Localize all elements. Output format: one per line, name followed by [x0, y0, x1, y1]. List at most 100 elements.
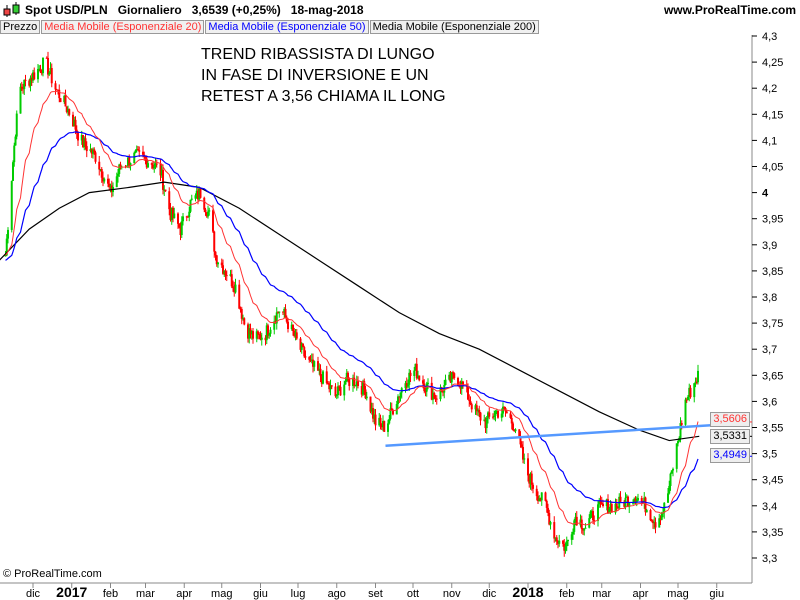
- candle-body: [670, 470, 673, 474]
- copyright: © ProRealTime.com: [3, 568, 102, 580]
- candle-body: [83, 138, 86, 148]
- candle-body: [58, 89, 61, 99]
- candle-body: [208, 210, 211, 212]
- candle-body: [488, 412, 491, 417]
- candle-body: [73, 119, 76, 127]
- candle-body: [679, 423, 682, 438]
- candle-body: [380, 423, 383, 428]
- legend-ema50[interactable]: Media Mobile (Esponenziale 50): [205, 20, 369, 34]
- candle-body: [68, 109, 71, 115]
- candlestick-logo-icon: [3, 2, 20, 17]
- candle-body: [509, 413, 512, 418]
- candle-body: [225, 275, 228, 277]
- candle-body: [422, 380, 424, 384]
- ema200-value-label: 3,5331: [710, 429, 750, 444]
- candle-body: [360, 386, 363, 395]
- candle-body: [450, 372, 453, 383]
- candle-body: [33, 72, 36, 80]
- candle-body: [294, 332, 297, 337]
- candle-body: [589, 511, 592, 519]
- candle-body: [74, 119, 77, 130]
- candle-body: [392, 410, 394, 415]
- candle-body: [478, 409, 481, 413]
- candle-body: [425, 383, 428, 392]
- candle-body: [144, 156, 147, 159]
- candle-body: [520, 444, 523, 447]
- y-tick-label: 3,65: [762, 370, 783, 382]
- candle-body: [669, 473, 672, 486]
- candle-body: [558, 540, 561, 544]
- candle-body: [285, 317, 288, 322]
- candle-body: [549, 522, 552, 525]
- candle-body: [22, 88, 24, 90]
- candle-body: [179, 227, 182, 236]
- candle-body: [365, 396, 368, 399]
- candle-body: [282, 311, 284, 313]
- x-tick-label: feb: [103, 588, 118, 600]
- candle-body: [99, 169, 102, 171]
- candle-body: [432, 392, 434, 400]
- candle-body: [318, 368, 321, 371]
- candle-body: [29, 77, 32, 86]
- candle-body: [312, 359, 314, 367]
- legend-price[interactable]: Prezzo: [0, 20, 41, 34]
- x-tick-label: mar: [136, 588, 155, 600]
- timeframe[interactable]: Giornaliero: [117, 3, 182, 17]
- candle-body: [42, 57, 44, 74]
- candle-body: [142, 151, 144, 155]
- candle-body: [518, 429, 521, 437]
- candle-body: [173, 213, 176, 219]
- candle-body: [574, 516, 577, 521]
- candle-body: [28, 80, 31, 86]
- candle-body: [474, 405, 477, 410]
- candle-body: [177, 213, 179, 224]
- candle-body: [548, 512, 551, 525]
- candle-body: [229, 274, 232, 277]
- candle-body: [248, 328, 251, 339]
- candle-body: [159, 164, 162, 176]
- candle-body: [12, 162, 14, 181]
- x-tick-label: giu: [709, 588, 724, 600]
- legend-ema20[interactable]: Media Mobile (Esponenziale 20): [41, 20, 205, 34]
- candle-body: [582, 529, 584, 531]
- candle-body: [483, 419, 486, 421]
- site-link[interactable]: www.ProRealTime.com: [663, 3, 796, 17]
- candle-body: [295, 332, 298, 339]
- candle-body: [94, 152, 97, 162]
- candle-body: [564, 546, 567, 551]
- candle-body: [50, 68, 53, 84]
- candle-body: [249, 328, 252, 335]
- candle-body: [469, 401, 472, 405]
- candle-body: [265, 325, 268, 341]
- candle-body: [243, 318, 246, 325]
- candle-body: [284, 308, 287, 318]
- candle-body: [605, 499, 608, 507]
- candle-body: [189, 199, 192, 212]
- annotation-line: IN FASE DI INVERSIONE E UN: [201, 67, 429, 84]
- candle-body: [137, 149, 139, 151]
- candle-body: [584, 527, 587, 529]
- candle-body: [513, 430, 516, 432]
- candle-body: [625, 496, 628, 498]
- candle-body: [387, 423, 389, 432]
- candle-body: [694, 381, 697, 384]
- candle-body: [608, 508, 611, 514]
- candle-body: [688, 387, 691, 397]
- candle-body: [685, 399, 688, 401]
- candle-body: [680, 423, 683, 425]
- candle-body: [660, 513, 663, 520]
- candle-body: [273, 321, 276, 330]
- candle-body: [128, 157, 131, 167]
- candle-body: [397, 396, 399, 405]
- candle-body: [470, 404, 473, 410]
- candle-body: [217, 262, 219, 265]
- candle-body: [607, 499, 609, 514]
- legend-ema200[interactable]: Media Mobile (Esponenziale 200): [369, 20, 539, 34]
- candle-body: [497, 410, 499, 418]
- candle-body: [129, 163, 132, 167]
- candle-body: [523, 458, 526, 460]
- candle-body: [537, 496, 539, 502]
- candle-body: [85, 146, 88, 152]
- candle-body: [404, 383, 407, 389]
